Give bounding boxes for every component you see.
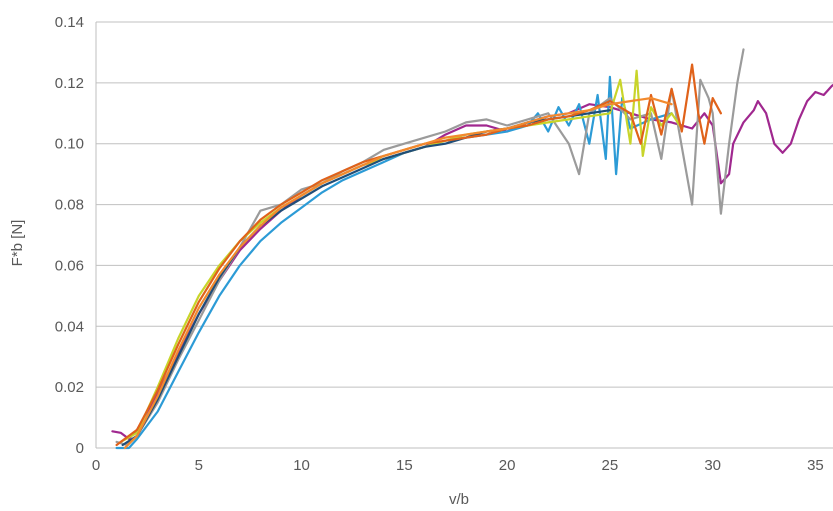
- series-line-7: [123, 97, 673, 450]
- y-axis-ticks: 0 0.02 0.04 0.06 0.08 0.10 0.12 0.14: [55, 14, 84, 457]
- y-tick-label: 0.12: [55, 75, 84, 92]
- series-line-4: [119, 69, 683, 443]
- y-tick-label: 0.08: [55, 197, 84, 214]
- x-tick-label: 35: [807, 457, 824, 474]
- x-tick-label: 15: [396, 457, 413, 474]
- y-tick-label: 0.02: [55, 379, 84, 396]
- y-axis-title: F*b [N]: [9, 220, 26, 267]
- x-tick-label: 5: [195, 457, 203, 474]
- y-tick-label: 0.14: [55, 14, 84, 31]
- series-line-6: [115, 63, 722, 447]
- y-tick-label: 0.04: [55, 318, 84, 335]
- y-tick-label: 0.10: [55, 136, 84, 153]
- x-tick-label: 0: [92, 457, 100, 474]
- y-tick-label: 0: [76, 440, 84, 457]
- x-axis-title: v/b: [449, 491, 469, 508]
- x-tick-label: 10: [293, 457, 310, 474]
- x-tick-label: 30: [704, 457, 721, 474]
- series-group: [111, 48, 833, 450]
- x-axis-ticks: 0 5 10 15 20 25 30 35: [92, 457, 824, 474]
- x-tick-label: 20: [499, 457, 516, 474]
- series-line-3: [115, 48, 745, 447]
- series-line-2: [115, 75, 673, 450]
- y-tick-label: 0.06: [55, 257, 84, 274]
- x-tick-label: 25: [602, 457, 619, 474]
